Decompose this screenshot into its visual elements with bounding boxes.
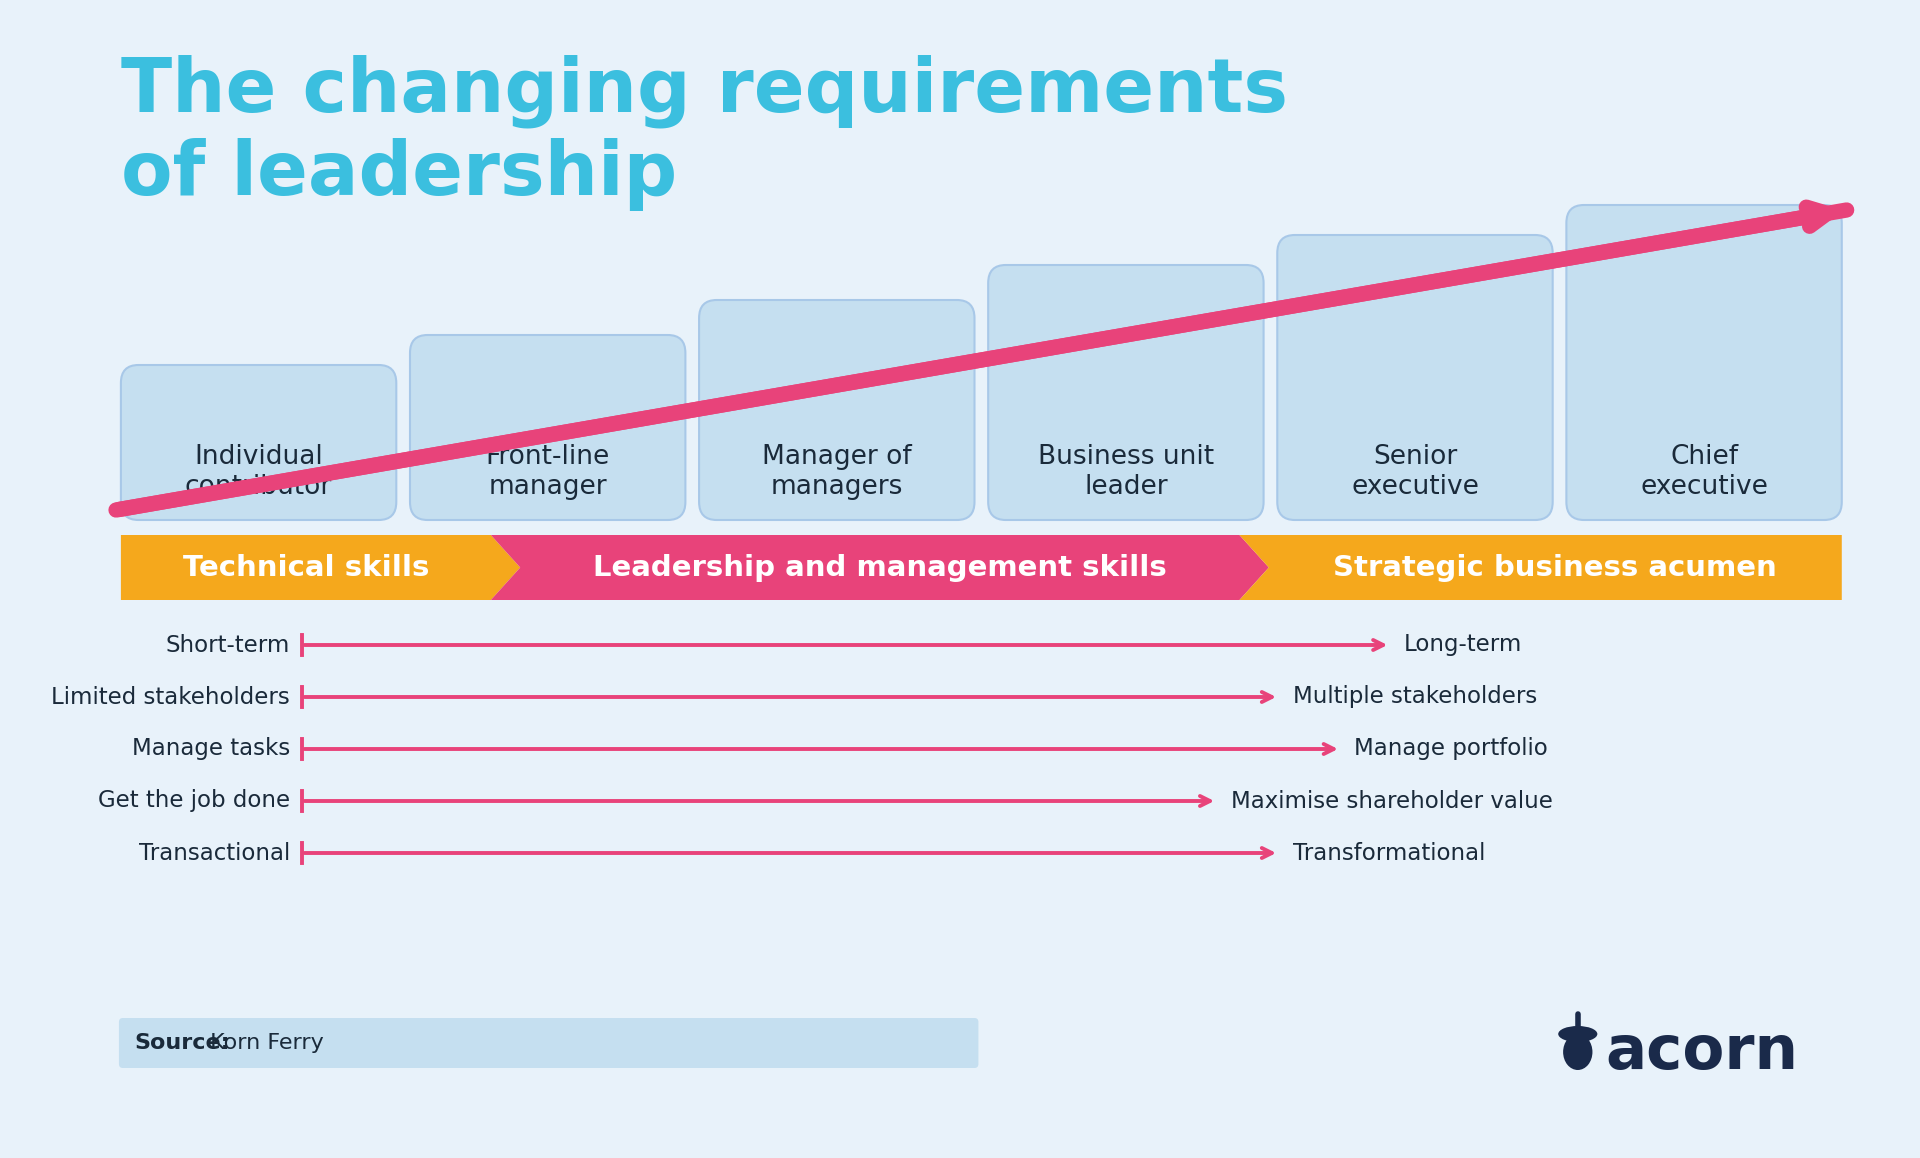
- Text: Business unit
leader: Business unit leader: [1039, 444, 1213, 500]
- FancyBboxPatch shape: [121, 365, 396, 520]
- Text: Front-line
manager: Front-line manager: [486, 444, 611, 500]
- Ellipse shape: [1563, 1034, 1592, 1070]
- Text: Leadership and management skills: Leadership and management skills: [593, 554, 1167, 581]
- Text: Long-term: Long-term: [1404, 633, 1523, 657]
- Text: Manage portfolio: Manage portfolio: [1354, 738, 1548, 761]
- Polygon shape: [1240, 535, 1841, 600]
- FancyBboxPatch shape: [119, 1018, 979, 1068]
- Text: Individual
contributor: Individual contributor: [184, 444, 332, 500]
- FancyBboxPatch shape: [1567, 205, 1841, 520]
- Text: Source:: Source:: [134, 1033, 230, 1053]
- Text: of leadership: of leadership: [121, 138, 678, 211]
- Text: Technical skills: Technical skills: [182, 554, 428, 581]
- Text: Manage tasks: Manage tasks: [132, 738, 290, 761]
- Ellipse shape: [1559, 1026, 1597, 1042]
- FancyBboxPatch shape: [989, 265, 1263, 520]
- Text: Limited stakeholders: Limited stakeholders: [52, 686, 290, 709]
- Polygon shape: [121, 535, 520, 600]
- Text: Transformational: Transformational: [1292, 842, 1484, 865]
- Text: acorn: acorn: [1605, 1023, 1799, 1082]
- FancyBboxPatch shape: [699, 300, 975, 520]
- FancyBboxPatch shape: [411, 335, 685, 520]
- Text: Senior
executive: Senior executive: [1352, 444, 1478, 500]
- Text: Maximise shareholder value: Maximise shareholder value: [1231, 790, 1553, 813]
- Text: Short-term: Short-term: [165, 633, 290, 657]
- Text: Chief
executive: Chief executive: [1640, 444, 1768, 500]
- Text: Manager of
managers: Manager of managers: [762, 444, 912, 500]
- Polygon shape: [492, 535, 1269, 600]
- Text: Transactional: Transactional: [138, 842, 290, 865]
- FancyBboxPatch shape: [1277, 235, 1553, 520]
- Text: Multiple stakeholders: Multiple stakeholders: [1292, 686, 1536, 709]
- Text: Get the job done: Get the job done: [98, 790, 290, 813]
- Text: Korn Ferry: Korn Ferry: [204, 1033, 324, 1053]
- Text: The changing requirements: The changing requirements: [121, 54, 1288, 129]
- Text: Strategic business acumen: Strategic business acumen: [1332, 554, 1778, 581]
